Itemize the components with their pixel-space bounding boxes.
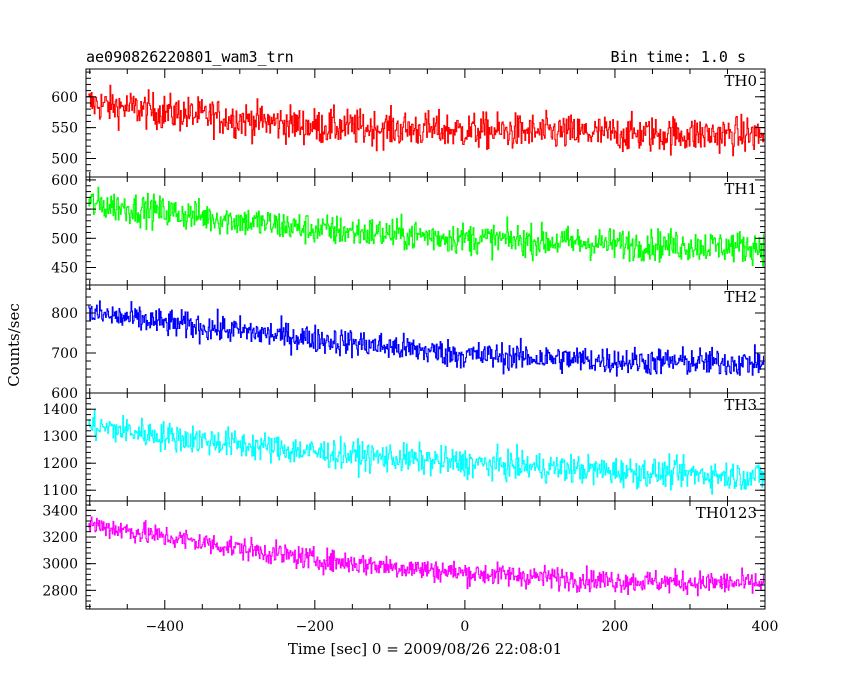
series-label: TH2 [724, 288, 757, 306]
x-tick-label: 200 [602, 619, 629, 635]
y-tick-label: 3400 [42, 503, 78, 519]
bin-time-label: Bin time: 1.0 s [611, 48, 746, 66]
series-line-th0 [88, 84, 765, 157]
x-tick-label: −400 [146, 619, 184, 635]
y-tick-label: 600 [51, 173, 78, 189]
chart-title: ae090826220801_wam3_trn [86, 48, 294, 66]
panel-th2: 600 700 800 TH2 [51, 284, 766, 402]
panel-th1: 450 500 550 600 TH1 [51, 173, 766, 286]
series-line-th3 [88, 409, 765, 495]
panel-frame [85, 284, 766, 394]
y-tick-label: 600 [51, 386, 78, 402]
panel-th3: 1100 1200 1300 1400 TH3 [42, 392, 766, 502]
y-tick-label: 500 [51, 231, 78, 247]
y-tick-label: 450 [51, 260, 78, 276]
series-label: TH0 [724, 72, 757, 90]
y-tick-label: 700 [51, 346, 78, 362]
series-line-th0123 [88, 516, 765, 597]
x-tick-label: 400 [752, 619, 779, 635]
y-tick-label: 550 [51, 121, 78, 137]
y-tick-label: 1400 [42, 402, 78, 418]
y-axis-label: Counts/sec [5, 303, 23, 387]
panels-group: 500 550 600 TH0 450 500 550 600 TH1 600 700 800 TH2 1… [42, 68, 779, 635]
series-line-th2 [88, 300, 765, 377]
y-tick-label: 2800 [42, 583, 78, 599]
y-tick-label: 3000 [42, 557, 78, 573]
y-tick-label: 1100 [42, 483, 78, 499]
y-tick-label: 1200 [42, 456, 78, 472]
x-tick-label: 0 [460, 619, 469, 635]
series-label: TH1 [724, 180, 757, 198]
y-tick-label: 500 [51, 151, 78, 167]
panel-th0: 500 550 600 TH0 [51, 68, 766, 178]
panel-th0123: 2800 3000 3200 3400 TH0123 [42, 500, 766, 610]
y-tick-label: 550 [51, 202, 78, 218]
series-label: TH0123 [696, 504, 757, 522]
y-tick-label: 800 [51, 306, 78, 322]
series-line-th1 [88, 186, 765, 267]
x-tick-label: −200 [296, 619, 334, 635]
panel-frame [85, 500, 766, 610]
x-axis-label: Time [sec] 0 = 2009/08/26 22:08:01 [288, 640, 562, 658]
y-tick-label: 600 [51, 90, 78, 106]
series-label: TH3 [724, 396, 757, 414]
y-tick-label: 1300 [42, 429, 78, 445]
y-tick-label: 3200 [42, 530, 78, 546]
